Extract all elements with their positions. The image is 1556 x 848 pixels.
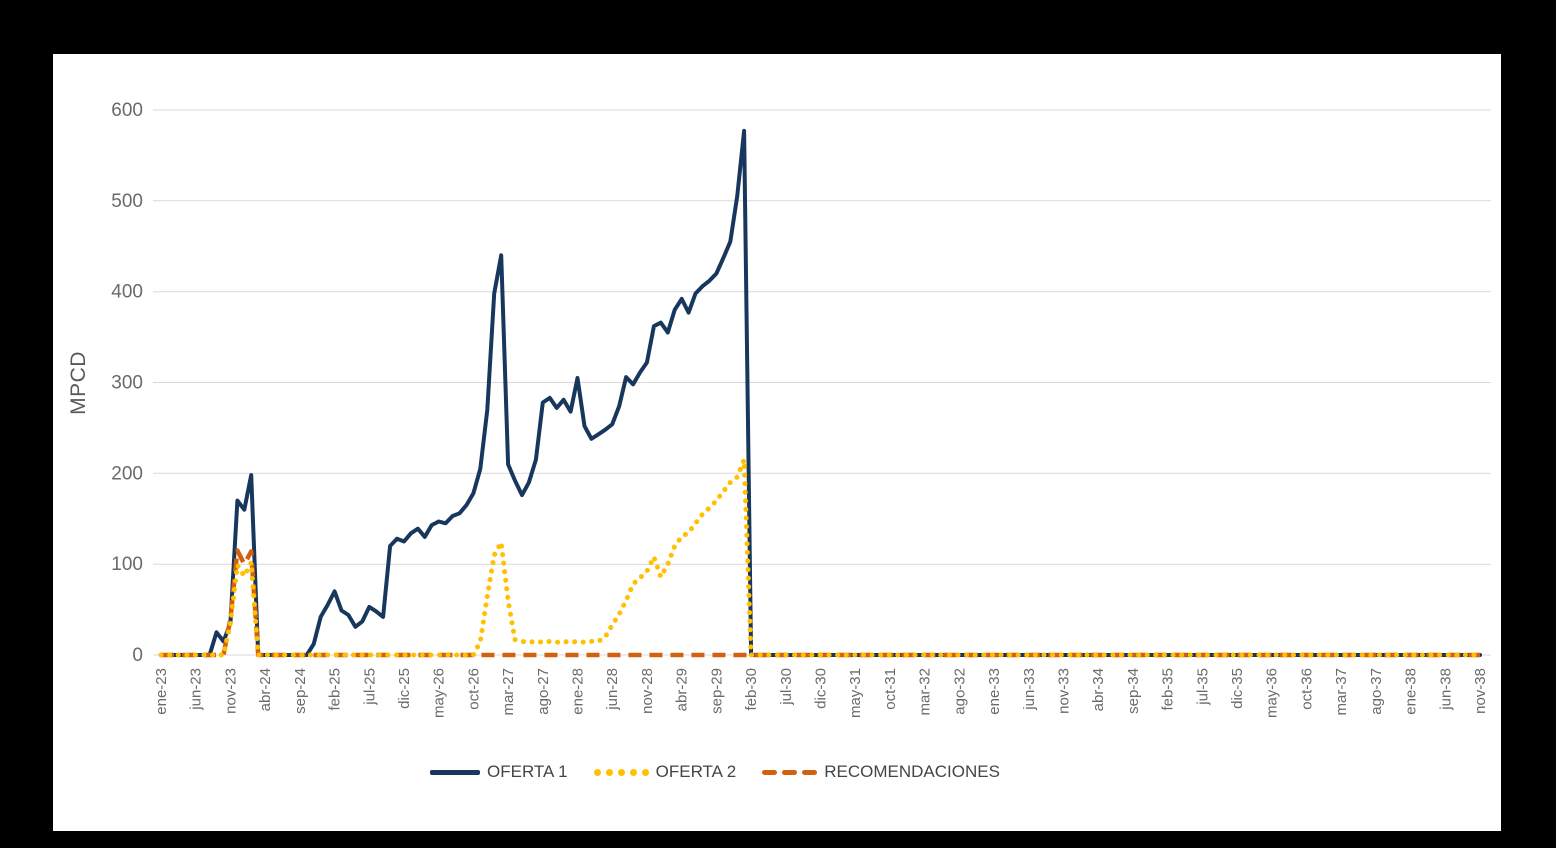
x-tick-label: ene-38 [1403, 668, 1420, 715]
x-tick-label: mar-37 [1333, 668, 1350, 716]
legend-item-recomendaciones: RECOMENDACIONES [762, 762, 1000, 782]
y-tick-label: 200 [111, 463, 143, 484]
dashed-line-marker [762, 769, 818, 775]
x-tick-label: feb-35 [1160, 668, 1177, 711]
x-tick-label: oct-31 [882, 668, 899, 710]
solid-line-marker [430, 769, 480, 775]
series-oferta-2 [158, 457, 1483, 658]
x-tick-label: nov-33 [1055, 668, 1072, 714]
x-tick-label: abr-24 [257, 668, 274, 711]
dotted-line-marker [593, 768, 649, 776]
x-tick-label: may-26 [431, 668, 448, 718]
y-tick-label: 500 [111, 191, 143, 212]
x-tick-label: may-31 [847, 668, 864, 718]
legend-item-oferta-2: OFERTA 2 [593, 762, 737, 782]
x-tick-label: nov-23 [222, 668, 239, 714]
x-tick-label: ago-27 [535, 668, 552, 715]
legend-label: RECOMENDACIONES [824, 762, 1000, 781]
x-tick-label: abr-34 [1090, 668, 1107, 711]
x-tick-label: may-36 [1264, 668, 1281, 718]
x-tick-label: jul-35 [1194, 668, 1211, 706]
y-tick-label: 600 [111, 100, 143, 121]
legend-item-oferta-1: OFERTA 1 [430, 762, 568, 782]
chart-legend: OFERTA 1 OFERTA 2 RECOMENDACIONES [430, 762, 1000, 782]
x-tick-label: ene-33 [986, 668, 1003, 715]
series-recomendaciones [161, 548, 1480, 658]
x-tick-label: jun-28 [604, 668, 621, 711]
x-tick-label: jun-33 [1021, 668, 1038, 711]
x-tick-label: ago-32 [951, 668, 968, 715]
legend-label: OFERTA 1 [487, 762, 568, 781]
x-tick-label: sep-34 [1125, 668, 1142, 714]
x-tick-label: jul-30 [778, 668, 795, 706]
line-chart: 0 100 200 300 400 500 600 ene-23 jun-23 nov-23 abr… [111, 100, 1491, 718]
x-tick-label: jun-23 [188, 668, 205, 711]
y-tick-label: 300 [111, 373, 143, 394]
x-tick-label: feb-30 [743, 668, 760, 711]
x-tick-label: ene-23 [153, 668, 170, 715]
x-tick-label: dic-30 [813, 668, 830, 709]
x-tick-label: jun-38 [1437, 668, 1454, 711]
legend-label: OFERTA 2 [655, 762, 737, 781]
chart-card: MPCD 0 100 200 300 400 500 600 ene-23 jun-23 nov-… [53, 54, 1501, 831]
x-tick-label: dic-35 [1229, 668, 1246, 709]
y-tick-label: 400 [111, 282, 143, 303]
x-tick-label: sep-24 [292, 668, 309, 714]
x-tick-label: jul-25 [361, 668, 378, 706]
x-tick-label: abr-29 [674, 668, 691, 711]
x-tick-label: oct-36 [1298, 668, 1315, 710]
x-tick-label: dic-25 [396, 668, 413, 709]
x-tick-label: mar-32 [917, 668, 934, 716]
series-oferta-1 [159, 128, 1482, 657]
x-tick-label: nov-38 [1472, 668, 1489, 714]
x-tick-label: mar-27 [500, 668, 517, 716]
y-tick-label: 0 [132, 645, 143, 666]
x-tick-label: ene-28 [570, 668, 587, 715]
x-tick-label: oct-26 [465, 668, 482, 710]
x-tick-label: sep-29 [708, 668, 725, 714]
x-tick-label: nov-28 [639, 668, 656, 714]
y-tick-label: 100 [111, 554, 143, 575]
x-tick-label: feb-25 [327, 668, 344, 711]
x-tick-label: ago-37 [1368, 668, 1385, 715]
